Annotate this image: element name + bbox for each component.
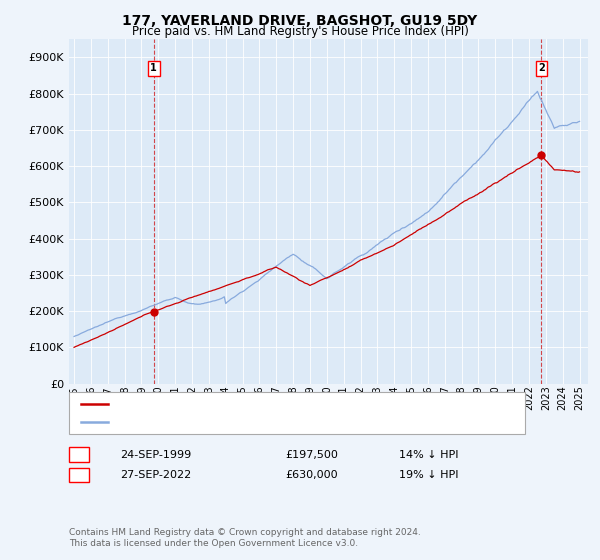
Text: Contains HM Land Registry data © Crown copyright and database right 2024.
This d: Contains HM Land Registry data © Crown c… bbox=[69, 528, 421, 548]
Text: 2: 2 bbox=[75, 470, 83, 480]
Text: 177, YAVERLAND DRIVE, BAGSHOT, GU19 5DY (detached house): 177, YAVERLAND DRIVE, BAGSHOT, GU19 5DY … bbox=[114, 399, 449, 409]
Text: 1: 1 bbox=[75, 450, 83, 460]
Point bbox=[536, 151, 546, 160]
Text: 24-SEP-1999: 24-SEP-1999 bbox=[120, 450, 191, 460]
Text: £630,000: £630,000 bbox=[285, 470, 338, 480]
Text: 1: 1 bbox=[151, 63, 157, 73]
Text: £197,500: £197,500 bbox=[285, 450, 338, 460]
Text: HPI: Average price, detached house, Surrey Heath: HPI: Average price, detached house, Surr… bbox=[114, 417, 376, 427]
Text: Price paid vs. HM Land Registry's House Price Index (HPI): Price paid vs. HM Land Registry's House … bbox=[131, 25, 469, 38]
Text: 2: 2 bbox=[538, 63, 545, 73]
Text: 14% ↓ HPI: 14% ↓ HPI bbox=[399, 450, 458, 460]
Text: 19% ↓ HPI: 19% ↓ HPI bbox=[399, 470, 458, 480]
Text: 177, YAVERLAND DRIVE, BAGSHOT, GU19 5DY: 177, YAVERLAND DRIVE, BAGSHOT, GU19 5DY bbox=[122, 14, 478, 28]
Text: 27-SEP-2022: 27-SEP-2022 bbox=[120, 470, 191, 480]
Point bbox=[149, 307, 158, 316]
